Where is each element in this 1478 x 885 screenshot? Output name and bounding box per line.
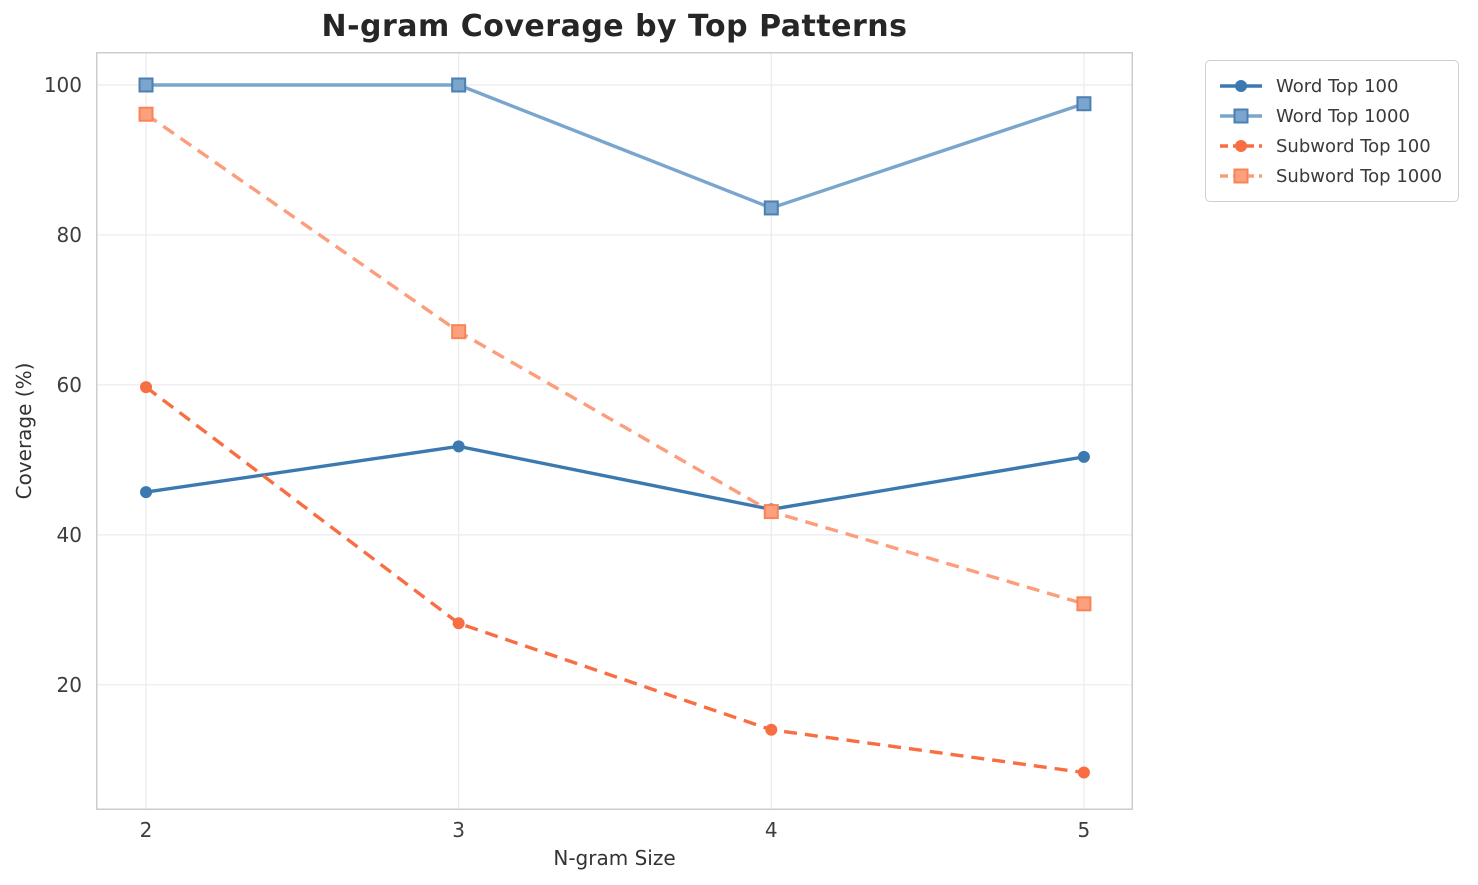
data-point-subword-top-1000 xyxy=(1076,596,1092,612)
data-point-subword-top-1000 xyxy=(451,324,467,340)
x-axis-label: N-gram Size xyxy=(553,846,676,870)
legend-sample-subword-top-100 xyxy=(1220,140,1262,152)
legend-item-label: Word Top 1000 xyxy=(1276,105,1410,127)
plot-area xyxy=(96,52,1133,810)
y-axis-label: Coverage (%) xyxy=(12,362,36,500)
legend-item-label: Word Top 100 xyxy=(1276,75,1399,97)
legend-item-label: Subword Top 100 xyxy=(1276,135,1431,157)
legend-sample-word-top-100 xyxy=(1220,80,1262,92)
data-point-subword-top-1000 xyxy=(763,504,779,520)
plot-border xyxy=(96,52,1133,810)
legend: Word Top 100 Word Top 1000 Subword Top 100… xyxy=(1205,60,1460,202)
series-line-subword-top-100 xyxy=(144,385,1085,775)
data-point-word-top-100 xyxy=(140,486,153,499)
data-point-word-top-100 xyxy=(452,440,465,453)
y-tick-label: 60 xyxy=(56,372,82,397)
y-tick-label: 40 xyxy=(56,522,82,547)
data-point-subword-top-100 xyxy=(452,617,465,630)
x-tick-label: 2 xyxy=(139,818,153,842)
legend-marker xyxy=(1235,80,1247,92)
y-axis-ticks: 20 40 60 80 100 xyxy=(0,52,82,810)
x-tick-label: 3 xyxy=(452,818,465,842)
y-tick-label: 20 xyxy=(56,672,82,697)
x-tick-label: 5 xyxy=(1077,818,1091,842)
y-tick-label: 100 xyxy=(43,72,82,97)
legend-item-label: Subword Top 1000 xyxy=(1276,165,1443,187)
legend-item-subword-top-1000: Subword Top 1000 xyxy=(1218,161,1442,191)
legend-item-word-top-100: Word Top 100 xyxy=(1218,71,1442,101)
legend-marker xyxy=(1233,168,1249,184)
series-line-subword-top-1000 xyxy=(145,112,1085,606)
legend-marker xyxy=(1235,140,1247,152)
series-line-word-top-1000 xyxy=(146,83,1085,210)
chart-title: N-gram Coverage by Top Patterns xyxy=(321,9,908,44)
data-point-subword-top-100 xyxy=(140,381,153,394)
legend-marker xyxy=(1233,108,1249,124)
data-point-word-top-100 xyxy=(1077,450,1090,463)
y-tick-label: 80 xyxy=(56,222,82,247)
legend-sample-word-top-1000 xyxy=(1220,108,1262,124)
x-tick-label: 4 xyxy=(764,818,778,842)
data-point-word-top-1000 xyxy=(763,200,779,216)
data-point-word-top-1000 xyxy=(451,77,467,93)
legend-item-word-top-1000: Word Top 1000 xyxy=(1218,101,1442,131)
data-point-word-top-1000 xyxy=(138,77,154,93)
data-point-subword-top-100 xyxy=(765,723,778,736)
x-axis-ticks: 2 3 4 5 xyxy=(96,818,1133,848)
legend-item-subword-top-100: Subword Top 100 xyxy=(1218,131,1442,161)
data-point-subword-top-1000 xyxy=(138,106,154,122)
data-point-subword-top-100 xyxy=(1077,766,1090,779)
data-point-word-top-1000 xyxy=(1076,96,1092,112)
series-line-word-top-100 xyxy=(145,444,1085,512)
legend-sample-subword-top-1000 xyxy=(1220,168,1262,184)
